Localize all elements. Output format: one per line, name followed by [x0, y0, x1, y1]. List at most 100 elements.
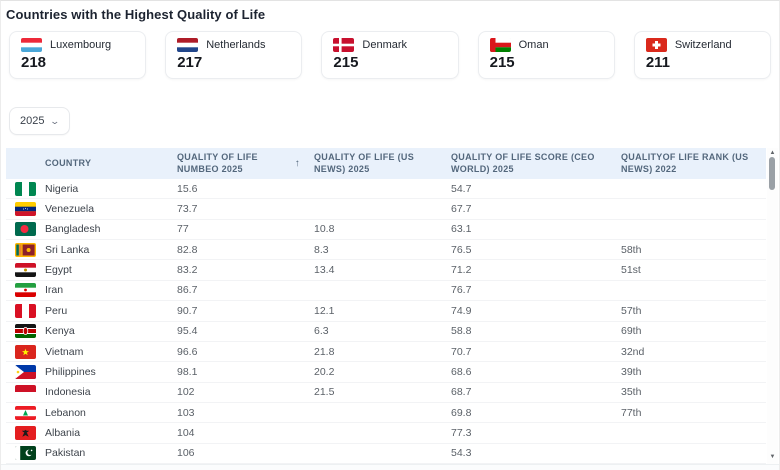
country-cell: Iran — [6, 283, 177, 298]
cell-rank-2022: 58th — [621, 243, 642, 256]
table-row[interactable]: Indonesia 102 21.5 68.7 35th — [6, 383, 766, 403]
cell-ceo-world-2025: 58.8 — [451, 325, 472, 338]
table-row[interactable]: Egypt 83.2 13.4 71.2 51st — [6, 260, 766, 281]
card-score-value: 215 — [489, 54, 515, 71]
card-header: Netherlands — [177, 38, 290, 52]
cell-us-news-2025: 6.3 — [314, 325, 329, 338]
cell-numbeo-2025: 82.8 — [177, 243, 198, 256]
al-flag-icon — [15, 425, 36, 440]
table-row[interactable]: Bangladesh 77 10.8 63.1 — [6, 220, 766, 241]
country-name: Albania — [45, 426, 81, 439]
eg-flag-icon — [15, 263, 36, 278]
cell-ceo-world-2025: 67.7 — [451, 203, 472, 216]
table-row[interactable]: Vietnam 96.6 21.8 70.7 32nd — [6, 342, 766, 363]
sort-ascending-icon[interactable]: ↑ — [294, 158, 300, 169]
table-row[interactable]: Albania 104 77.3 — [6, 423, 766, 444]
cell-rank-2022: 35th — [621, 386, 642, 399]
summary-card[interactable]: Netherlands 217 — [165, 31, 303, 79]
country-cell: Egypt — [6, 263, 177, 278]
cell-us-news-2025: 20.2 — [314, 365, 335, 378]
country-cell: Philippines — [6, 364, 177, 379]
country-name: Iran — [45, 284, 64, 297]
cell-ceo-world-2025: 71.2 — [451, 264, 472, 277]
lk-flag-icon — [15, 242, 36, 257]
country-cell: Pakistan — [6, 446, 177, 461]
card-header: Oman — [489, 38, 603, 52]
card-country-name: Oman — [518, 39, 549, 51]
cell-ceo-world-2025: 54.3 — [451, 447, 472, 460]
country-name: Peru — [45, 304, 68, 317]
card-country-name: Denmark — [362, 39, 408, 51]
column-header-country[interactable]: COUNTRY — [45, 157, 92, 168]
scrollbar-thumb[interactable] — [769, 157, 775, 190]
cell-numbeo-2025: 83.2 — [177, 264, 198, 277]
cell-ceo-world-2025: 74.9 — [451, 304, 472, 317]
vn-flag-icon — [15, 344, 36, 359]
card-score-value: 211 — [645, 54, 671, 71]
ir-flag-icon — [15, 283, 36, 298]
cell-numbeo-2025: 102 — [177, 386, 195, 399]
country-name: Lebanon — [45, 406, 86, 419]
ng-flag-icon — [15, 181, 36, 196]
cell-rank-2022: 69th — [621, 325, 642, 338]
cell-numbeo-2025: 95.4 — [177, 325, 198, 338]
cell-ceo-world-2025: 54.7 — [451, 182, 472, 195]
scroll-up-icon[interactable]: ▲ — [769, 150, 776, 156]
table-row[interactable]: Peru 90.7 12.1 74.9 57th — [6, 301, 766, 322]
country-name: Venezuela — [45, 203, 95, 216]
summary-card[interactable]: Luxembourg 218 — [9, 31, 147, 79]
summary-card[interactable]: Oman 215 — [477, 31, 615, 79]
cell-ceo-world-2025: 70.7 — [451, 345, 472, 358]
column-header-numbeo[interactable]: QUALITY OF LIFE NUMBEO 2025 ↑ — [177, 151, 300, 174]
cell-numbeo-2025: 96.6 — [177, 345, 198, 358]
ch-flag-icon — [645, 38, 667, 52]
table-row[interactable]: Venezuela 73.7 67.7 — [6, 199, 766, 220]
cell-rank-2022: 57th — [621, 304, 642, 317]
cell-ceo-world-2025: 76.7 — [451, 284, 472, 297]
table-row[interactable]: Iran 86.7 76.7 — [6, 281, 766, 302]
country-name: Egypt — [45, 264, 72, 277]
table-row[interactable]: Kenya 95.4 6.3 58.8 69th — [6, 322, 766, 342]
cell-numbeo-2025: 106 — [177, 447, 195, 460]
cell-us-news-2025: 10.8 — [314, 223, 335, 236]
cell-ceo-world-2025: 69.8 — [451, 406, 472, 419]
card-score-value: 218 — [21, 54, 47, 71]
table-header-row: COUNTRY QUALITY OF LIFE NUMBEO 2025 ↑ QU… — [6, 148, 766, 179]
cell-ceo-world-2025: 77.3 — [451, 426, 472, 439]
card-header: Switzerland — [645, 38, 759, 52]
country-cell: Venezuela — [6, 202, 177, 217]
cell-ceo-world-2025: 63.1 — [451, 223, 472, 236]
cell-numbeo-2025: 15.6 — [177, 182, 198, 195]
year-dropdown-value: 2025 — [20, 115, 45, 127]
om-flag-icon — [489, 38, 511, 52]
cell-us-news-2025: 12.1 — [314, 304, 335, 317]
vertical-scrollbar[interactable]: ▲ ▼ — [767, 148, 778, 464]
cell-numbeo-2025: 103 — [177, 406, 195, 419]
table-row[interactable]: Pakistan 106 54.3 — [6, 444, 766, 465]
summary-cards: Luxembourg 218 Netherlands 217 Denmark 215 Oma… — [9, 31, 772, 79]
country-cell: Peru — [6, 303, 177, 318]
quality-of-life-table: COUNTRY QUALITY OF LIFE NUMBEO 2025 ↑ QU… — [6, 148, 778, 465]
cell-numbeo-2025: 77 — [177, 223, 189, 236]
country-name: Nigeria — [45, 182, 79, 195]
table-row[interactable]: Nigeria 15.6 54.7 — [6, 179, 766, 200]
page-title: Countries with the Highest Quality of Li… — [6, 7, 266, 22]
country-name: Bangladesh — [45, 223, 101, 236]
cell-ceo-world-2025: 76.5 — [451, 243, 472, 256]
country-cell: Bangladesh — [6, 222, 177, 237]
lu-flag-icon — [21, 38, 42, 52]
table-row[interactable]: Sri Lanka 82.8 8.3 76.5 58th — [6, 240, 766, 261]
table-row[interactable]: Philippines 98.1 20.2 68.6 39th — [6, 362, 766, 383]
year-dropdown[interactable]: 2025 ⌄ — [9, 107, 71, 135]
summary-card[interactable]: Denmark 215 — [321, 31, 459, 79]
summary-card[interactable]: Switzerland 211 — [633, 31, 772, 79]
table-row[interactable]: Lebanon 103 69.8 77th — [6, 403, 766, 424]
card-country-name: Luxembourg — [50, 39, 112, 51]
column-header-us-news[interactable]: QUALITY OF LIFE (US NEWS) 2025 — [314, 151, 415, 174]
id-flag-icon — [15, 385, 36, 400]
column-header-ceo-world[interactable]: QUALITY OF LIFE SCORE (CEO WORLD) 2025 — [451, 151, 595, 174]
scroll-down-icon[interactable]: ▼ — [769, 454, 776, 460]
table-body: Nigeria 15.6 54.7 Venezuela 73.7 67.7 Banglade… — [6, 179, 766, 465]
column-header-rank[interactable]: QUALITYOF LIFE RANK (US NEWS) 2022 — [621, 151, 749, 174]
cell-us-news-2025: 13.4 — [314, 264, 335, 277]
